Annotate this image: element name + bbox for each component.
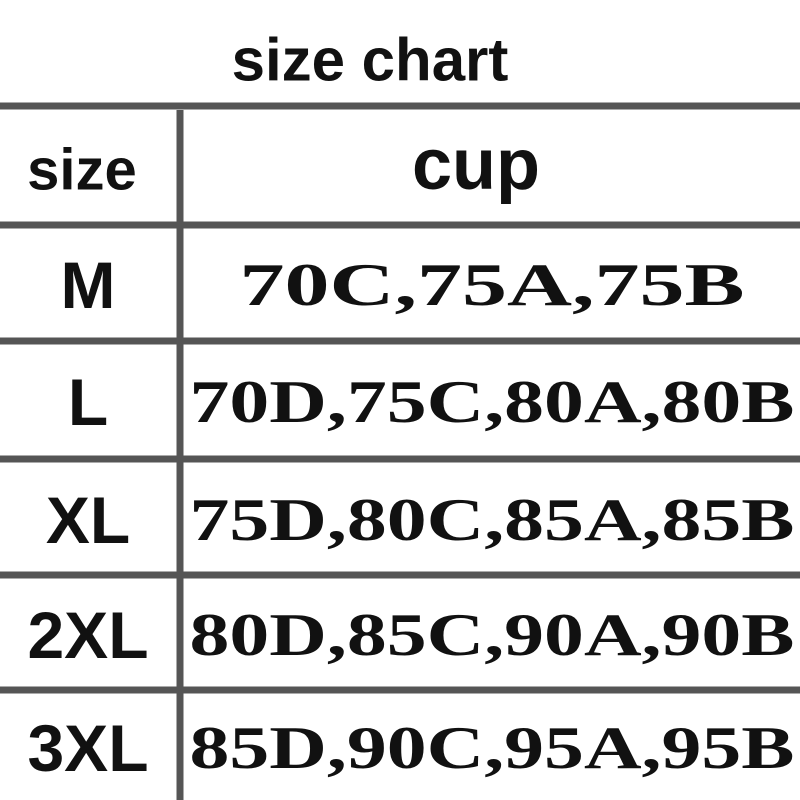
size-cell: 2XL — [27, 598, 148, 672]
header-cup: cup — [412, 125, 540, 205]
size-cell: XL — [46, 483, 130, 557]
header-size: size — [27, 138, 137, 203]
size-cell: 3XL — [27, 711, 148, 785]
title: size chart — [232, 27, 509, 94]
cup-cell: 70D,75C,80A,80B — [190, 369, 795, 435]
cup-cell: 75D,80C,85A,85B — [190, 487, 795, 553]
table-grid — [0, 102, 800, 800]
cup-cell: 80D,85C,90A,90B — [190, 602, 795, 668]
size-cell: M — [61, 248, 116, 322]
cup-cell: 85D,90C,95A,95B — [190, 715, 795, 781]
size-cell: L — [68, 365, 108, 439]
cup-cell: 70C,75A,75B — [240, 252, 745, 318]
